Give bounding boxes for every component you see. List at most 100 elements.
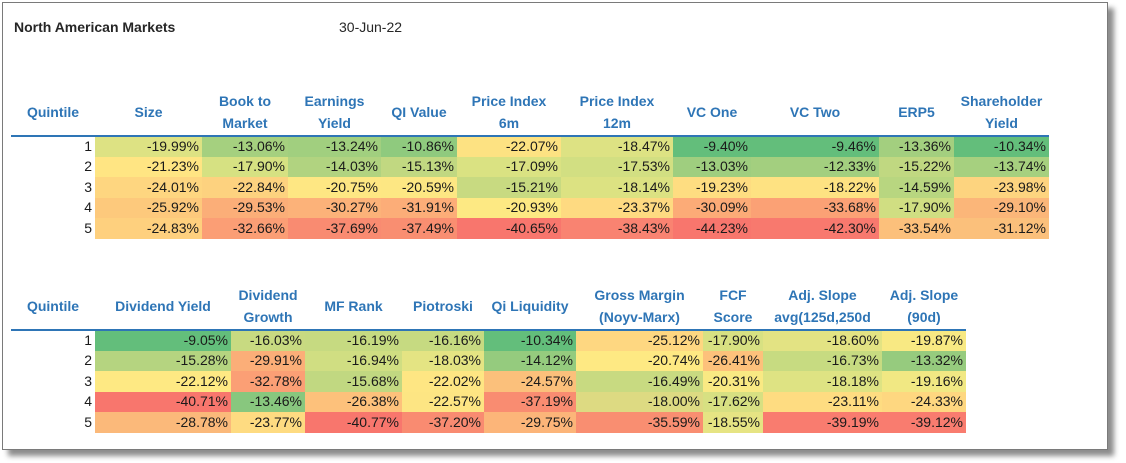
value-cell: -14.59% [879, 177, 954, 198]
column-header-text: Earnings [304, 92, 365, 109]
value-cell: -16.73% [763, 350, 882, 371]
spreadsheet-frame: North American Markets 30-Jun-22 Quintil… [2, 2, 1108, 450]
value-cell: -22.07% [457, 136, 561, 157]
header-row: Quintile Dividend Yield Dividend Growth MF R… [11, 282, 966, 331]
value-cell: -29.53% [202, 197, 288, 218]
value-cell: -18.47% [561, 136, 673, 157]
value-cell: -10.86% [381, 136, 457, 157]
value-cell: -13.03% [673, 156, 751, 177]
value-cell: -22.12% [95, 371, 231, 392]
value-cell: -9.05% [95, 330, 231, 351]
value-cell: -31.12% [954, 218, 1049, 239]
quintile-cell: 2 [11, 350, 95, 371]
sheet-title: North American Markets [14, 19, 176, 35]
value-cell: -31.91% [381, 197, 457, 218]
table-row: 1 -19.99% -13.06% -13.24% -10.86% -22.07% -18.… [11, 136, 1049, 157]
table-row: 2 -15.28% -29.91% -16.94% -18.03% -14.12% -20.… [11, 350, 966, 371]
column-header: Gross Margin (Noyv-Marx) [576, 282, 703, 331]
value-cell: -23.98% [954, 177, 1049, 198]
column-header-text: QI Value [391, 103, 447, 120]
column-header-text: VC One [686, 103, 738, 120]
value-cell: -13.74% [954, 156, 1049, 177]
table-row: 5 -24.83% -32.66% -37.69% -37.49% -40.65% -38.… [11, 218, 1049, 239]
value-cell: -18.55% [703, 412, 763, 433]
column-header: MF Rank [305, 282, 402, 331]
value-cell: -9.46% [751, 136, 879, 157]
sheet-date: 30-Jun-22 [339, 19, 403, 35]
value-cell: -16.19% [305, 330, 402, 351]
quintile-cell: 5 [11, 412, 95, 433]
value-cell: -23.77% [231, 412, 305, 433]
value-cell: -33.68% [751, 197, 879, 218]
column-header-text: Quintile [26, 297, 80, 314]
column-header: Price Index 12m [561, 88, 673, 137]
value-cell: -18.60% [763, 330, 882, 351]
value-cell: -18.14% [561, 177, 673, 198]
table-row: 3 -22.12% -32.78% -15.68% -22.02% -24.57% -16.… [11, 371, 966, 392]
value-cell: -35.59% [576, 412, 703, 433]
value-cell: -39.19% [763, 412, 882, 433]
value-cell: -12.33% [751, 156, 879, 177]
column-header: Earnings Yield [288, 88, 381, 137]
value-cell: -28.78% [95, 412, 231, 433]
column-header: Quintile [11, 282, 95, 331]
column-header-text: MF Rank [324, 297, 383, 314]
value-cell: -33.54% [879, 218, 954, 239]
quintile-table-1: Quintile Size Book to Market Earnings Yield QI… [11, 88, 1049, 239]
value-cell: -26.38% [305, 391, 402, 412]
column-header: Dividend Yield [95, 282, 231, 331]
value-cell: -24.83% [95, 218, 202, 239]
column-header-text: Yield [985, 114, 1018, 131]
value-cell: -19.99% [95, 136, 202, 157]
column-header: FCF Score [703, 282, 763, 331]
value-cell: -19.87% [882, 330, 966, 351]
value-cell: -23.37% [561, 197, 673, 218]
column-header-text: 6m [498, 114, 520, 131]
value-cell: -44.23% [673, 218, 751, 239]
value-cell: -22.84% [202, 177, 288, 198]
value-cell: -30.27% [288, 197, 381, 218]
value-cell: -40.65% [457, 218, 561, 239]
column-header-text: Score [713, 308, 753, 325]
value-cell: -18.00% [576, 391, 703, 412]
value-cell: -24.33% [882, 391, 966, 412]
column-header: Adj. Slope (90d) [882, 282, 966, 331]
column-header-text: (Noyv-Marx) [599, 308, 680, 325]
quintile-cell: 1 [11, 330, 95, 351]
value-cell: -25.12% [576, 330, 703, 351]
value-cell: -37.20% [402, 412, 484, 433]
value-cell: -37.19% [484, 391, 576, 412]
column-header: Price Index 6m [457, 88, 561, 137]
value-cell: -20.93% [457, 197, 561, 218]
value-cell: -16.49% [576, 371, 703, 392]
value-cell: -20.59% [381, 177, 457, 198]
quintile-cell: 3 [11, 177, 95, 198]
table-row: 4 -25.92% -29.53% -30.27% -31.91% -20.93% -23.… [11, 197, 1049, 218]
column-header: Dividend Growth [231, 282, 305, 331]
value-cell: -13.24% [288, 136, 381, 157]
column-header-text: Qi Liquidity [491, 297, 569, 314]
value-cell: -40.71% [95, 391, 231, 412]
value-cell: -16.94% [305, 350, 402, 371]
value-cell: -17.90% [879, 197, 954, 218]
column-header-text: Growth [243, 308, 293, 325]
value-cell: -14.12% [484, 350, 576, 371]
value-cell: -38.43% [561, 218, 673, 239]
column-header-text: ERP5 [898, 103, 935, 120]
table-row: 1 -9.05% -16.03% -16.19% -16.16% -10.34% -25.1… [11, 330, 966, 351]
value-cell: -17.90% [703, 330, 763, 351]
value-cell: -17.53% [561, 156, 673, 177]
value-cell: -15.21% [457, 177, 561, 198]
column-header-text: Gross Margin [594, 286, 685, 303]
value-cell: -17.90% [202, 156, 288, 177]
column-header-text: Shareholder [960, 92, 1043, 109]
value-cell: -20.31% [703, 371, 763, 392]
value-cell: -37.69% [288, 218, 381, 239]
column-header-text: Adj. Slope [788, 286, 857, 303]
value-cell: -29.91% [231, 350, 305, 371]
quintile-cell: 1 [11, 136, 95, 157]
quintile-cell: 5 [11, 218, 95, 239]
value-cell: -16.03% [231, 330, 305, 351]
column-header: VC One [673, 88, 751, 137]
header-row: Quintile Size Book to Market Earnings Yield QI… [11, 88, 1049, 137]
